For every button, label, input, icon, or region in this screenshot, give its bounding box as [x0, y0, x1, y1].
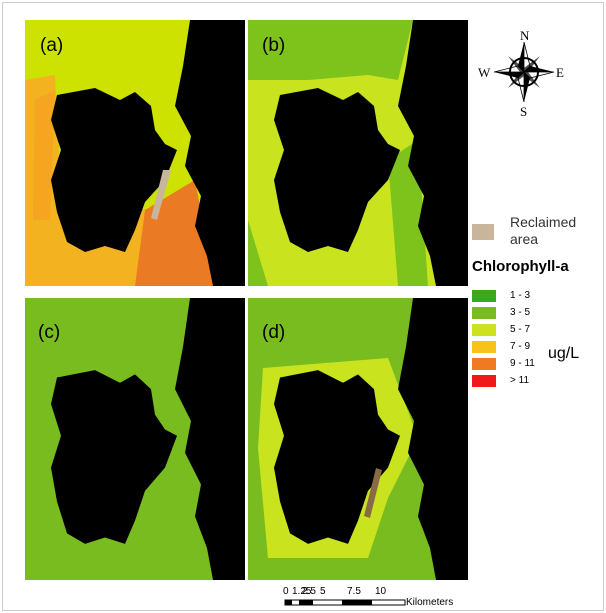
scale-label: 0	[283, 586, 289, 597]
scale-bar	[285, 600, 405, 605]
legend-swatch	[472, 224, 494, 240]
legend-items: 1 - 3 3 - 5 5 - 7 7 - 9 9 - 11 > 11	[472, 289, 602, 391]
legend-label: 7 - 9	[510, 341, 530, 352]
legend-label: 9 - 11	[510, 358, 535, 369]
compass-label: S	[520, 104, 527, 119]
legend-reclaimed: Reclaimed area	[472, 212, 602, 252]
legend-item: 9 - 11	[472, 357, 602, 374]
legend: Reclaimed area Chlorophyll-a 1 - 3 3 - 5 5…	[472, 212, 602, 391]
panel-label: (b)	[262, 35, 285, 57]
scale-label: 5	[320, 586, 326, 597]
legend-label: Reclaimed area	[510, 214, 580, 248]
map-panel-b	[248, 20, 468, 286]
compass-label: W	[478, 65, 491, 80]
compass: N S E W	[478, 28, 564, 119]
scale-unit: Kilometers	[406, 597, 453, 608]
compass-label: E	[556, 65, 564, 80]
scale-label: 2.5	[302, 586, 316, 597]
scale-label: 7.5	[347, 586, 361, 597]
panel-label: (c)	[38, 322, 60, 344]
legend-label: 5 - 7	[510, 324, 530, 335]
legend-item: > 11	[472, 374, 602, 391]
legend-label: 3 - 5	[510, 307, 530, 318]
legend-item: 7 - 9	[472, 340, 602, 357]
panel-label: (a)	[40, 35, 63, 57]
legend-title: Chlorophyll-a	[472, 258, 602, 275]
map-panel-a	[25, 20, 245, 286]
legend-swatch	[472, 358, 496, 370]
legend-swatch	[472, 290, 496, 302]
scale-label: 10	[375, 586, 386, 597]
legend-swatch	[472, 307, 496, 319]
compass-label: N	[520, 28, 530, 43]
legend-item: 1 - 3	[472, 289, 602, 306]
legend-item: 5 - 7	[472, 323, 602, 340]
page: N S E W (a) (b) (c) (d) Reclaimed area C…	[0, 0, 606, 613]
legend-item: 3 - 5	[472, 306, 602, 323]
panel-label: (d)	[262, 322, 285, 344]
legend-swatch	[472, 324, 496, 336]
legend-unit: ug/L	[548, 345, 579, 363]
legend-swatch	[472, 375, 496, 387]
legend-label: > 11	[510, 375, 529, 386]
legend-swatch	[472, 341, 496, 353]
legend-label: 1 - 3	[510, 290, 530, 301]
